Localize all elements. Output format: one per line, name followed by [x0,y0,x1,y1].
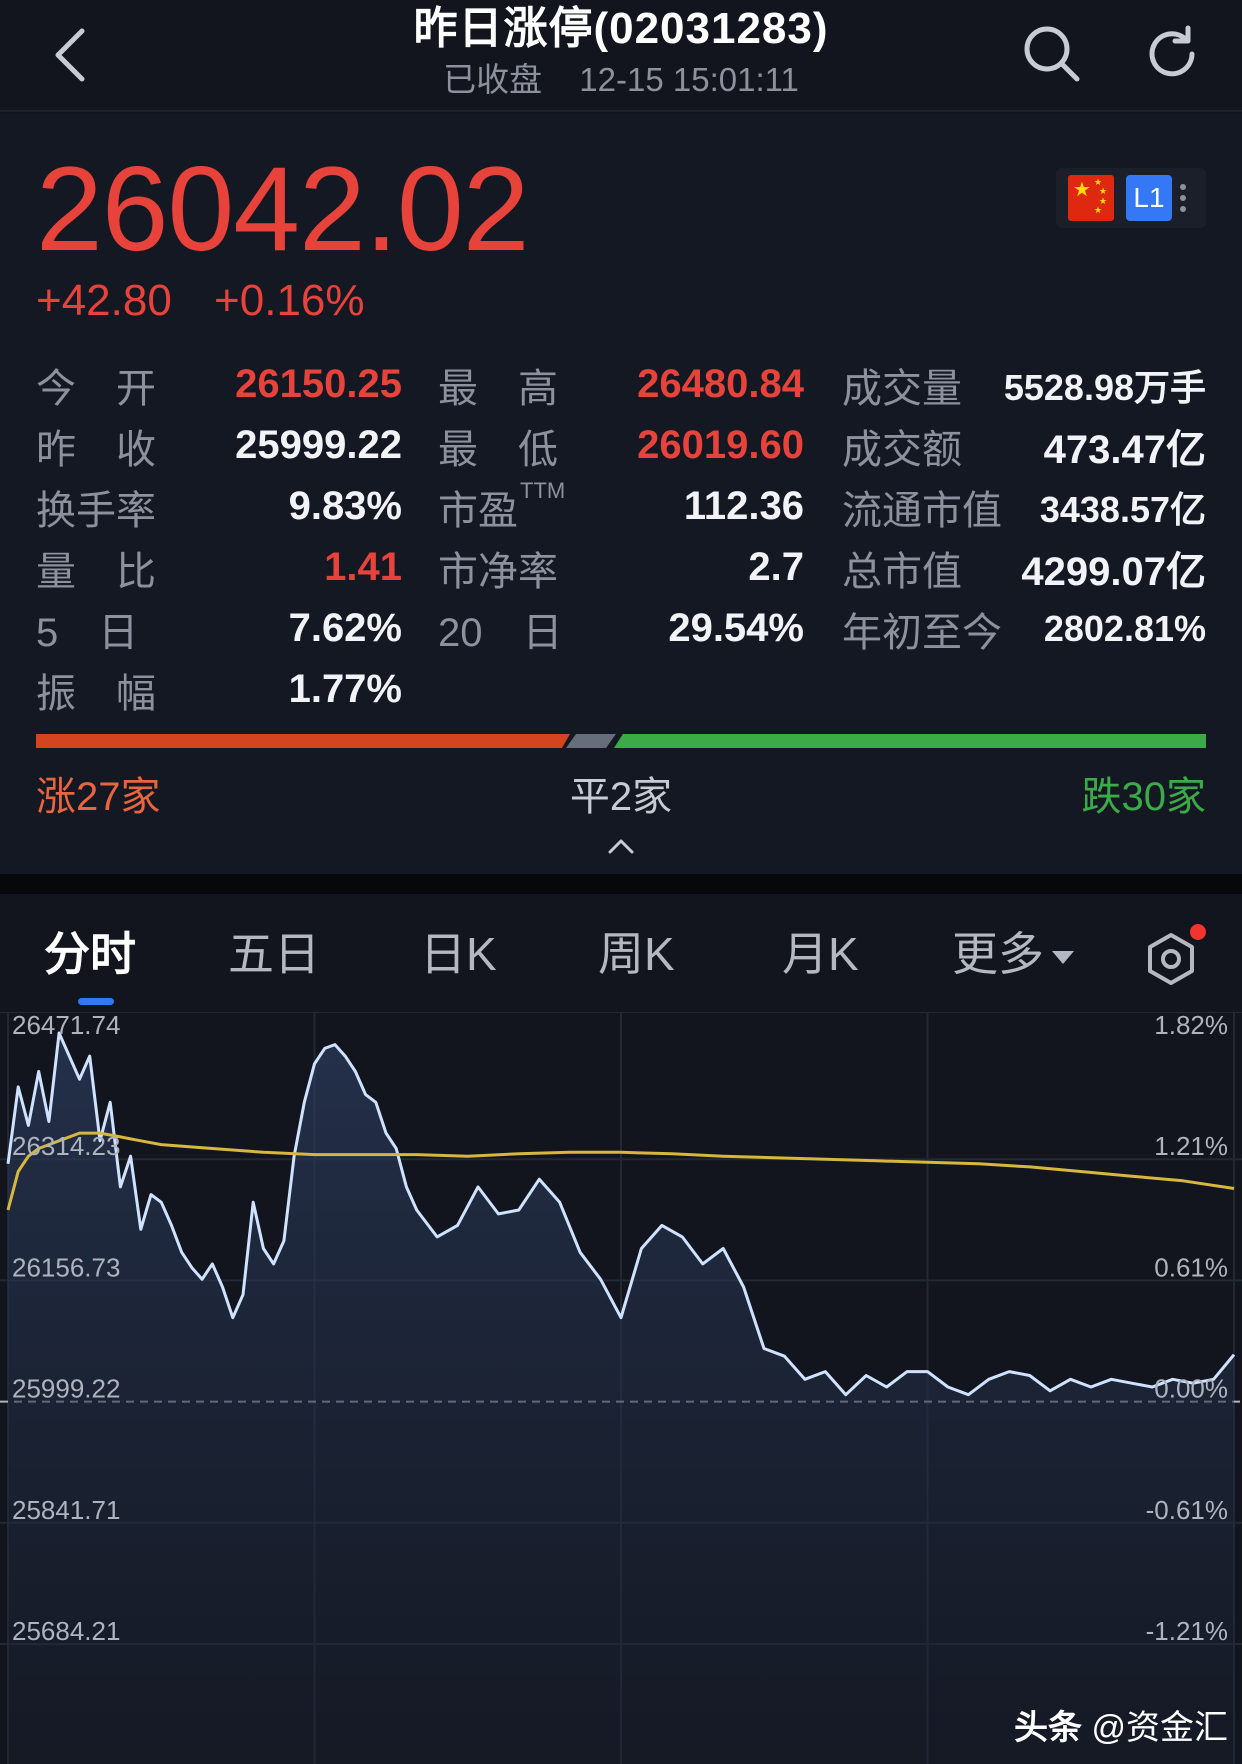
quote-panel: 26042.02 +42.80 +0.16% ★ ★ ★ ★ ★ L1 今 开 … [0,114,1242,874]
watermark: 头条 @资金汇 [1014,1700,1228,1749]
stat-pe-ttm: 市盈TTM 112.36 [438,477,804,533]
y-axis-tick-label: 26314.23 [12,1131,120,1161]
tab-more[interactable]: 更多 [952,924,1074,984]
stat-amplitude: 振 幅 1.77% [36,667,402,716]
stat-high: 最 高 26480.84 [438,362,804,411]
stat-ytd: 年初至今 2802.81% [842,607,1206,655]
tab-weekly-k[interactable]: 周K [598,928,675,980]
stat-open: 今 开 26150.25 [36,362,402,411]
breadth-flat-segment [566,734,616,748]
search-icon [1024,26,1080,82]
stat-turnover-rate: 换手率 9.83% [36,484,402,533]
chart-settings-button[interactable] [1136,924,1206,994]
nav-header: 昨日涨停(02031283) 已收盘 12-15 15:01:11 [0,0,1242,112]
price-line [6,1031,1236,1397]
status-label: 已收盘 [443,61,543,98]
flat-count: 平2家 [569,775,673,819]
tab-five-day[interactable]: 五日 [228,928,320,980]
y-axis-tick-label: 26471.74 [12,1012,120,1040]
stat-float-cap: 流通市值 3438.57亿 [842,488,1206,533]
back-arrow-icon [55,28,85,82]
price-change: +42.80 [36,276,172,325]
watermark-brand: 头条 [1014,1709,1082,1747]
y-axis-tick-label: 25841.71 [12,1495,120,1525]
y-axis-pct-label: 1.21% [1154,1131,1228,1161]
price-change-pct: +0.16% [214,276,365,325]
down-count: 跌30家 [1081,775,1207,819]
stats-row: 振 幅 1.77% [36,659,1206,720]
chart-tabs: 分时 五日 日K 周K 月K 更多 [0,894,1242,1012]
timestamp: 12-15 15:01:11 [579,61,799,98]
stats-row: 5 日 7.62% 20 日 29.54% 年初至今 2802.81% [36,598,1206,659]
y-axis-tick-label: 25999.22 [12,1374,120,1404]
price-change-row: +42.80 +0.16% [36,276,395,326]
stat-twenty-day: 20 日 29.54% [438,606,804,655]
caret-down-icon [1052,951,1074,965]
market-status: 已收盘 12-15 15:01:11 [0,58,1242,102]
collapse-button[interactable] [601,836,641,866]
breadth-down-segment [614,734,1206,748]
chevron-up-icon [608,839,634,854]
y-axis-pct-label: 0.00% [1154,1374,1228,1404]
watermark-account: @资金汇 [1091,1709,1228,1747]
page-title: 昨日涨停(02031283) [413,4,829,53]
y-axis-pct-label: -1.21% [1146,1616,1228,1646]
stat-volume: 成交量 5528.98万手 [842,366,1206,411]
price-area-fill [8,1033,1234,1764]
average-price-line [6,1131,1235,1211]
tab-intraday[interactable]: 分时 [44,928,136,980]
search-button[interactable] [1012,14,1092,94]
section-divider [0,874,1242,894]
market-breadth-labels: 涨27家 平2家 跌30家 [36,764,1206,819]
stats-row: 量 比 1.41 市净率 2.7 总市值 4299.07亿 [36,537,1206,598]
up-count: 涨27家 [36,775,161,819]
stat-pb: 市净率 2.7 [438,545,804,594]
market-breadth-bar [36,734,1206,750]
y-axis-pct-label: 1.82% [1154,1012,1228,1040]
stat-amount: 成交额 473.47亿 [842,427,1206,472]
stat-prev-close: 昨 收 25999.22 [36,423,402,472]
intraday-chart-svg: 26471.74 1.82% 26314.23 1.21% 26156.73 0.61% 2… [0,1012,1242,1764]
y-axis-tick-label: 25684.21 [12,1616,120,1646]
back-button[interactable] [40,20,100,90]
y-axis-tick-label: 26156.73 [12,1252,120,1282]
stat-total-cap: 总市值 4299.07亿 [842,549,1206,594]
stats-grid: 今 开 26150.25 最 高 26480.84 成交量 5528.98万手 … [36,354,1206,720]
title-block: 昨日涨停(02031283) 已收盘 12-15 15:01:11 [0,4,1242,102]
notification-dot [1190,924,1206,940]
china-flag-icon: ★ ★ ★ ★ ★ [1068,175,1114,221]
breadth-up-segment [36,734,570,748]
y-axis-pct-label: -0.61% [1146,1495,1228,1525]
y-axis-pct-label: 0.61% [1154,1252,1228,1282]
stats-row: 换手率 9.83% 市盈TTM 112.36 流通市值 3438.57亿 [36,476,1206,537]
active-tab-indicator [78,998,114,1005]
intraday-chart[interactable]: 26471.74 1.82% 26314.23 1.21% 26156.73 0.61% 2… [0,1012,1242,1764]
gear-icon [1148,933,1194,985]
market-badges[interactable]: ★ ★ ★ ★ ★ L1 [1056,168,1206,228]
last-price: 26042.02 [36,142,530,276]
tab-more-label: 更多 [952,928,1044,980]
tab-daily-k[interactable]: 日K [420,928,497,980]
level-badge: L1 [1126,175,1172,221]
refresh-icon [1149,25,1195,77]
stat-low: 最 低 26019.60 [438,423,804,472]
stats-row: 今 开 26150.25 最 高 26480.84 成交量 5528.98万手 [36,354,1206,415]
refresh-button[interactable] [1132,14,1212,94]
tab-monthly-k[interactable]: 月K [782,928,859,980]
stat-volume-ratio: 量 比 1.41 [36,545,402,594]
more-vertical-icon [1180,184,1186,212]
stats-row: 昨 收 25999.22 最 低 26019.60 成交额 473.47亿 [36,415,1206,476]
stat-five-day: 5 日 7.62% [36,606,402,655]
